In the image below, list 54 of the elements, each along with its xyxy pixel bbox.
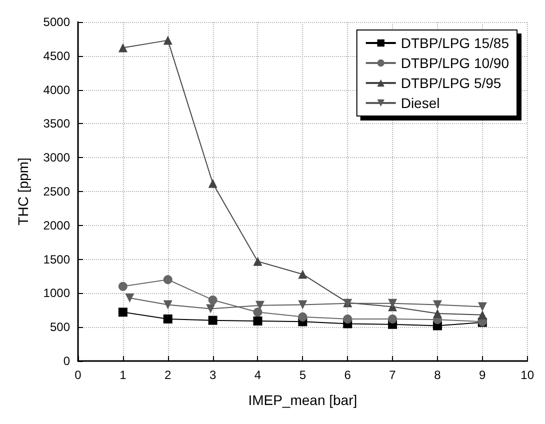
- legend-label: Diesel: [400, 95, 440, 111]
- point: [478, 302, 487, 312]
- x-tick-label: 10: [520, 368, 534, 382]
- point: [163, 300, 172, 310]
- x-tick-label: 2: [164, 368, 172, 382]
- y-tick-label: 2500: [43, 184, 70, 198]
- x-tick-label: 7: [389, 368, 396, 382]
- point: [432, 309, 442, 318]
- point: [253, 256, 262, 266]
- y-tick-label: 3500: [43, 116, 70, 131]
- point: [478, 310, 487, 320]
- point: [298, 312, 308, 322]
- point: [253, 308, 262, 317]
- point: [298, 270, 308, 279]
- y-axis-title: THC [ppm]: [15, 158, 31, 226]
- y-tick-label: 4000: [43, 82, 70, 97]
- point: [432, 300, 442, 310]
- point: [118, 43, 128, 52]
- point: [388, 314, 398, 324]
- point: [255, 300, 264, 310]
- point: [125, 293, 134, 302]
- point: [208, 295, 218, 304]
- point: [118, 282, 128, 291]
- y-tick-label: 0: [63, 354, 70, 368]
- legend-label: DTBP/LPG 10/90: [400, 55, 510, 71]
- y-tick-label: 4500: [43, 48, 70, 63]
- point: [206, 304, 216, 314]
- y-tick-label: 500: [50, 320, 70, 334]
- y-tick-label: 2000: [43, 218, 70, 232]
- y-tick-label: 1000: [43, 286, 70, 300]
- y-tick-label: 5000: [43, 15, 70, 29]
- x-axis-title: IMEP_mean [bar]: [248, 392, 358, 408]
- point: [298, 300, 308, 310]
- point: [163, 314, 172, 324]
- legend-label: DTBP/LPG 15/85: [400, 35, 510, 51]
- point: [118, 308, 128, 317]
- x-tick-label: 0: [74, 368, 82, 382]
- y-tick-label: 3000: [43, 150, 70, 165]
- y-tick-label: 1500: [43, 252, 70, 266]
- point: [163, 275, 172, 284]
- legend-label: DTBP/LPG 5/95: [400, 75, 502, 91]
- point: [208, 178, 218, 188]
- point: [388, 298, 398, 308]
- point: [343, 314, 352, 324]
- x-tick-label: 5: [299, 368, 306, 382]
- x-tick-label: 3: [209, 368, 216, 382]
- x-tick-label: 1: [120, 368, 127, 382]
- point: [208, 316, 218, 325]
- point: [163, 36, 172, 45]
- x-tick-label: 4: [254, 368, 262, 382]
- x-tick-label: 8: [434, 368, 442, 382]
- point: [253, 316, 262, 326]
- x-tick-label: 6: [344, 368, 352, 382]
- x-tick-label: 9: [479, 368, 486, 382]
